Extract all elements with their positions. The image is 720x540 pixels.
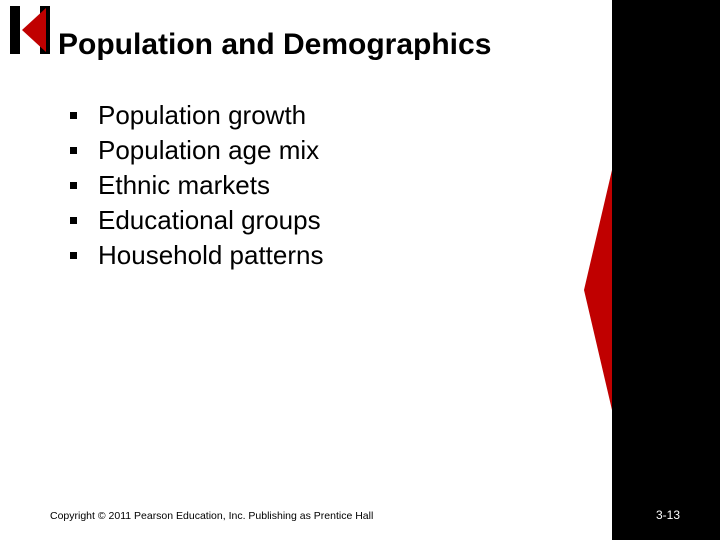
copyright-text: Copyright © 2011 Pearson Education, Inc.… [50,510,373,522]
right-red-accent [584,170,612,410]
page-title: Population and Demographics [58,28,491,62]
logo-icon [10,6,50,54]
right-black-bar [612,0,720,540]
list-item: Population age mix [70,133,323,168]
bullet-list: Population growth Population age mix Eth… [70,98,323,273]
list-item: Population growth [70,98,323,133]
slide-number: 3-13 [656,508,680,522]
list-item: Ethnic markets [70,168,323,203]
list-item: Educational groups [70,203,323,238]
list-item: Household patterns [70,238,323,273]
